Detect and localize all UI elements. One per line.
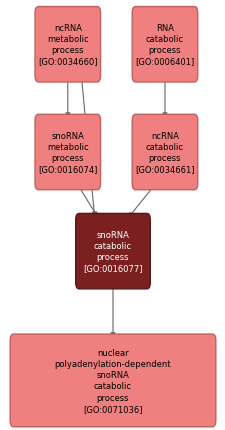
Text: nuclear
polyadenylation-dependent
snoRNA
catabolic
process
[GO:0071036]: nuclear polyadenylation-dependent snoRNA… bbox=[54, 348, 171, 413]
Text: ncRNA
metabolic
process
[GO:0034660]: ncRNA metabolic process [GO:0034660] bbox=[38, 24, 97, 66]
FancyBboxPatch shape bbox=[132, 8, 197, 83]
Text: snoRNA
metabolic
process
[GO:0016074]: snoRNA metabolic process [GO:0016074] bbox=[38, 132, 97, 174]
Text: snoRNA
catabolic
process
[GO:0016077]: snoRNA catabolic process [GO:0016077] bbox=[83, 230, 142, 273]
FancyBboxPatch shape bbox=[75, 214, 150, 289]
FancyBboxPatch shape bbox=[35, 8, 100, 83]
FancyBboxPatch shape bbox=[10, 335, 215, 427]
FancyBboxPatch shape bbox=[35, 115, 100, 190]
Text: RNA
catabolic
process
[GO:0006401]: RNA catabolic process [GO:0006401] bbox=[135, 24, 194, 66]
FancyBboxPatch shape bbox=[132, 115, 197, 190]
Text: ncRNA
catabolic
process
[GO:0034661]: ncRNA catabolic process [GO:0034661] bbox=[135, 132, 194, 174]
